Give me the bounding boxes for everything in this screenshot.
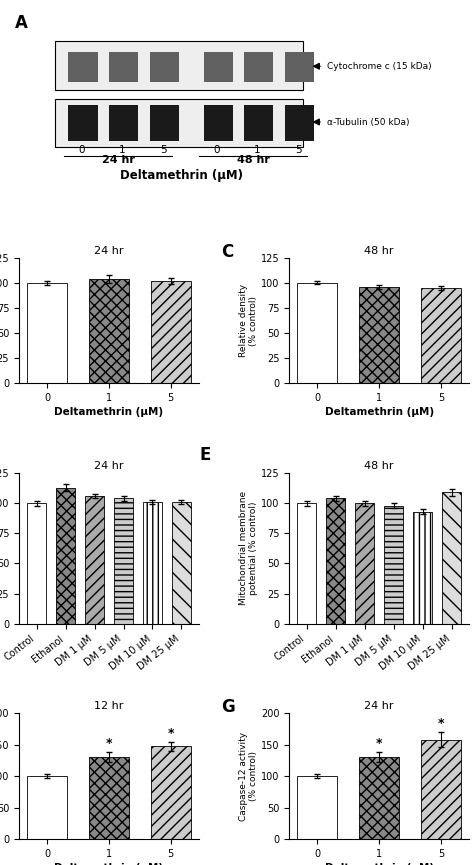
- Title: 24 hr: 24 hr: [94, 246, 124, 255]
- Bar: [204, 52, 233, 82]
- Title: 12 hr: 12 hr: [94, 702, 124, 711]
- Bar: [69, 52, 98, 82]
- Text: 5: 5: [295, 145, 301, 155]
- Bar: [89, 279, 129, 383]
- Bar: [56, 488, 75, 624]
- Y-axis label: Relative density
(% control): Relative density (% control): [238, 284, 258, 357]
- Text: A: A: [14, 15, 27, 32]
- Text: 0: 0: [214, 145, 220, 155]
- Bar: [69, 105, 98, 141]
- Text: 0: 0: [79, 145, 85, 155]
- Bar: [244, 105, 273, 141]
- X-axis label: Deltamethrin (μM): Deltamethrin (μM): [55, 863, 164, 865]
- Bar: [55, 99, 303, 147]
- Y-axis label: Caspase-12 activity
(% control): Caspase-12 activity (% control): [239, 732, 258, 821]
- Bar: [27, 776, 67, 839]
- Text: *: *: [376, 737, 383, 751]
- Text: 5: 5: [160, 145, 166, 155]
- Bar: [85, 496, 104, 624]
- Bar: [89, 758, 129, 839]
- Bar: [421, 740, 461, 839]
- Bar: [55, 42, 303, 90]
- Text: G: G: [221, 698, 235, 716]
- Text: Deltamethrin (μM): Deltamethrin (μM): [119, 169, 243, 182]
- Bar: [27, 283, 67, 383]
- Text: *: *: [106, 737, 112, 751]
- Bar: [442, 492, 461, 624]
- Bar: [143, 502, 162, 624]
- Text: 48 hr: 48 hr: [237, 156, 270, 165]
- Text: 24 hr: 24 hr: [101, 156, 135, 165]
- Bar: [356, 503, 374, 624]
- Bar: [413, 511, 432, 624]
- Bar: [109, 52, 138, 82]
- Bar: [150, 105, 179, 141]
- Bar: [244, 52, 273, 82]
- Title: 24 hr: 24 hr: [365, 702, 394, 711]
- X-axis label: Deltamethrin (μM): Deltamethrin (μM): [325, 863, 434, 865]
- Bar: [27, 503, 46, 624]
- Bar: [421, 288, 461, 383]
- Bar: [297, 776, 337, 839]
- Title: 48 hr: 48 hr: [365, 461, 394, 471]
- Bar: [114, 498, 133, 624]
- Y-axis label: Mitochondrial membrane
potential (% control): Mitochondrial membrane potential (% cont…: [238, 491, 258, 606]
- Bar: [150, 52, 179, 82]
- Text: Cytochrome c (15 kDa): Cytochrome c (15 kDa): [328, 61, 432, 71]
- Bar: [172, 502, 191, 624]
- Text: α-Tubulin (50 kDa): α-Tubulin (50 kDa): [328, 118, 410, 126]
- Bar: [297, 283, 337, 383]
- X-axis label: Deltamethrin (μM): Deltamethrin (μM): [55, 407, 164, 417]
- Bar: [359, 758, 399, 839]
- Text: 1: 1: [255, 145, 261, 155]
- Title: 48 hr: 48 hr: [365, 246, 394, 255]
- Title: 24 hr: 24 hr: [94, 461, 124, 471]
- Bar: [384, 506, 403, 624]
- Bar: [359, 287, 399, 383]
- Text: E: E: [199, 446, 210, 464]
- Text: *: *: [438, 717, 444, 730]
- X-axis label: Deltamethrin (μM): Deltamethrin (μM): [325, 407, 434, 417]
- Bar: [284, 52, 314, 82]
- Bar: [109, 105, 138, 141]
- Text: *: *: [168, 727, 174, 740]
- Bar: [151, 746, 191, 839]
- Bar: [326, 498, 345, 624]
- Bar: [204, 105, 233, 141]
- Bar: [284, 105, 314, 141]
- Text: C: C: [221, 243, 233, 260]
- Text: 1: 1: [119, 145, 126, 155]
- Bar: [151, 281, 191, 383]
- Bar: [297, 503, 316, 624]
